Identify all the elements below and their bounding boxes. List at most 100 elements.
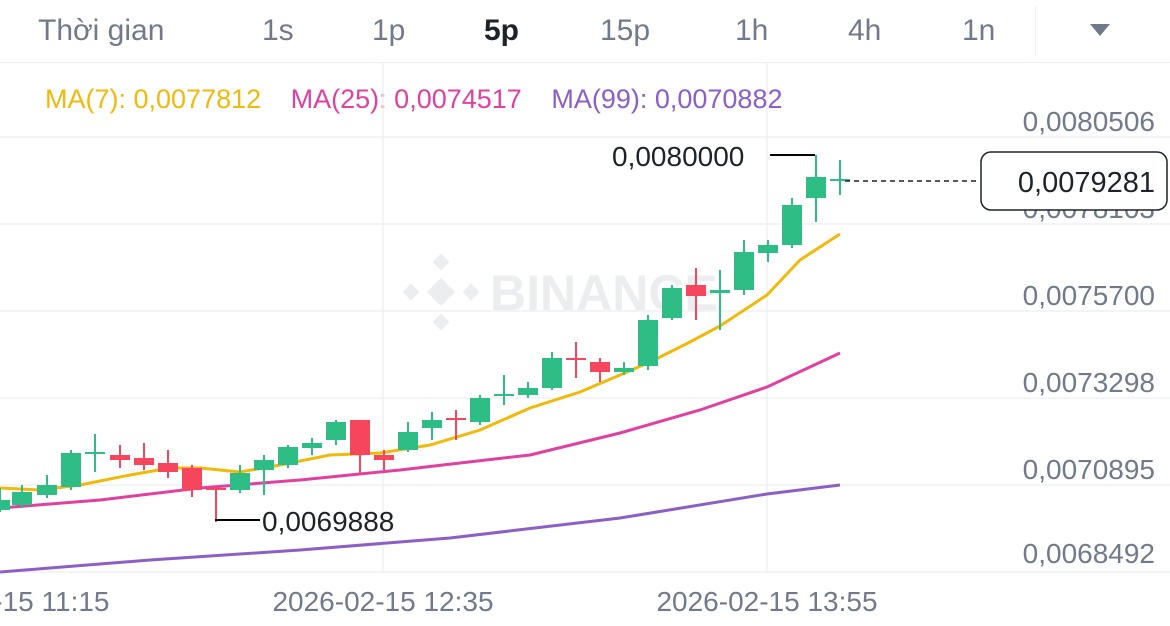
candle-body — [830, 179, 850, 181]
candle — [614, 362, 634, 375]
candle-body — [158, 463, 178, 472]
candle — [638, 315, 658, 370]
candle-body — [302, 443, 322, 448]
tab-5p[interactable]: 5p — [484, 14, 520, 47]
candle — [0, 488, 10, 512]
candle — [182, 465, 202, 497]
candle — [134, 443, 154, 470]
candle-body — [470, 398, 490, 422]
price-tick: 0,0080506 — [1023, 106, 1155, 137]
candle-body — [37, 485, 57, 495]
candles-group — [0, 155, 850, 522]
candle — [61, 450, 81, 490]
binance-logo-icon — [402, 253, 480, 331]
candle-body — [662, 288, 682, 318]
candle — [398, 422, 418, 452]
current-price-badge: 0,0079281 — [980, 151, 1168, 211]
price-tick: 0,0073298 — [1023, 367, 1155, 398]
candle-body — [254, 460, 274, 470]
candle-body — [350, 420, 370, 455]
low-price-annotation: 0,0069888 — [215, 506, 394, 537]
candle — [230, 465, 250, 493]
candle-body — [278, 447, 298, 465]
candle-body — [110, 455, 130, 460]
candle — [662, 285, 682, 320]
tab-15p[interactable]: 15p — [600, 14, 651, 47]
candle — [206, 486, 226, 522]
candle-body — [374, 455, 394, 460]
tab-1n[interactable]: 1n — [962, 14, 996, 47]
candle-body — [518, 388, 538, 395]
candle — [566, 342, 586, 378]
candle-body — [0, 500, 10, 510]
candle — [518, 382, 538, 398]
candle-body — [710, 290, 730, 293]
candle-body — [398, 432, 418, 450]
candle — [830, 160, 850, 195]
price-tick: 0,0070895 — [1023, 454, 1155, 485]
candle — [734, 240, 754, 295]
candle — [494, 375, 514, 405]
candle — [446, 410, 466, 440]
candle-body — [422, 420, 442, 428]
candle — [110, 445, 130, 468]
candle-body — [182, 468, 202, 490]
candle-body — [61, 453, 81, 487]
candle — [590, 358, 610, 382]
ma99-label: MA(99): 0,0070882 — [551, 84, 783, 114]
timeframe-tabs: Thời gian 1s 1p 5p 15p 1h 4h 1n — [0, 0, 1170, 63]
price-tick: 0,0068492 — [1023, 538, 1155, 569]
tab-4h[interactable]: 4h — [848, 14, 882, 47]
candle-body — [614, 368, 634, 372]
price-tick: 0,0075700 — [1023, 280, 1155, 311]
candle-body — [542, 358, 562, 388]
candle — [158, 450, 178, 478]
candle — [85, 434, 105, 472]
ma99-line — [0, 483, 841, 574]
candle — [302, 438, 322, 455]
candle — [710, 270, 730, 330]
candle — [806, 155, 826, 222]
candle-body — [446, 418, 466, 420]
ma-legend: MA(7): 0,0077812 MA(25): 0,0074517 MA(99… — [45, 84, 804, 115]
candle-body — [758, 245, 778, 253]
candle — [542, 352, 562, 390]
high-price-annotation: 0,0080000 — [612, 141, 815, 172]
candle — [37, 475, 57, 498]
candle-body — [734, 252, 754, 290]
candle-body — [494, 394, 514, 396]
tab-1p[interactable]: 1p — [372, 14, 406, 47]
candle-body — [134, 458, 154, 465]
tab-1h[interactable]: 1h — [735, 14, 769, 47]
ma7-line — [0, 232, 841, 492]
candle — [470, 395, 490, 425]
ma25-label: MA(25): 0,0074517 — [290, 84, 522, 114]
ma25-line — [0, 351, 841, 510]
timeframe-dropdown-button[interactable] — [1075, 12, 1125, 50]
candle-body — [230, 473, 250, 490]
candle — [12, 485, 32, 508]
candle-body — [206, 488, 226, 490]
watermark-text: BINANCE — [490, 265, 718, 321]
candle — [422, 412, 442, 440]
candle-body — [590, 362, 610, 372]
candle — [254, 455, 274, 495]
time-tick: 2026-02-15 12:35 — [272, 586, 493, 617]
current-price-value: 0,0079281 — [1018, 167, 1155, 199]
tab-1s[interactable]: 1s — [262, 14, 294, 47]
candle-body — [782, 205, 802, 245]
candle — [686, 268, 706, 320]
candle-body — [12, 492, 32, 505]
candle — [782, 198, 802, 248]
high-price-label: 0,0080000 — [612, 141, 744, 172]
tab-divider — [1035, 6, 1036, 56]
candle-body — [566, 358, 586, 360]
candle — [758, 240, 778, 262]
low-price-label: 0,0069888 — [262, 506, 394, 537]
candle — [374, 450, 394, 470]
time-axis: 2026-02-15 11:15 2026-02-15 12:35 2026-0… — [0, 586, 878, 617]
candle-body — [85, 452, 105, 454]
time-tick: 2026-02-15 13:55 — [656, 586, 877, 617]
candle — [350, 420, 370, 473]
